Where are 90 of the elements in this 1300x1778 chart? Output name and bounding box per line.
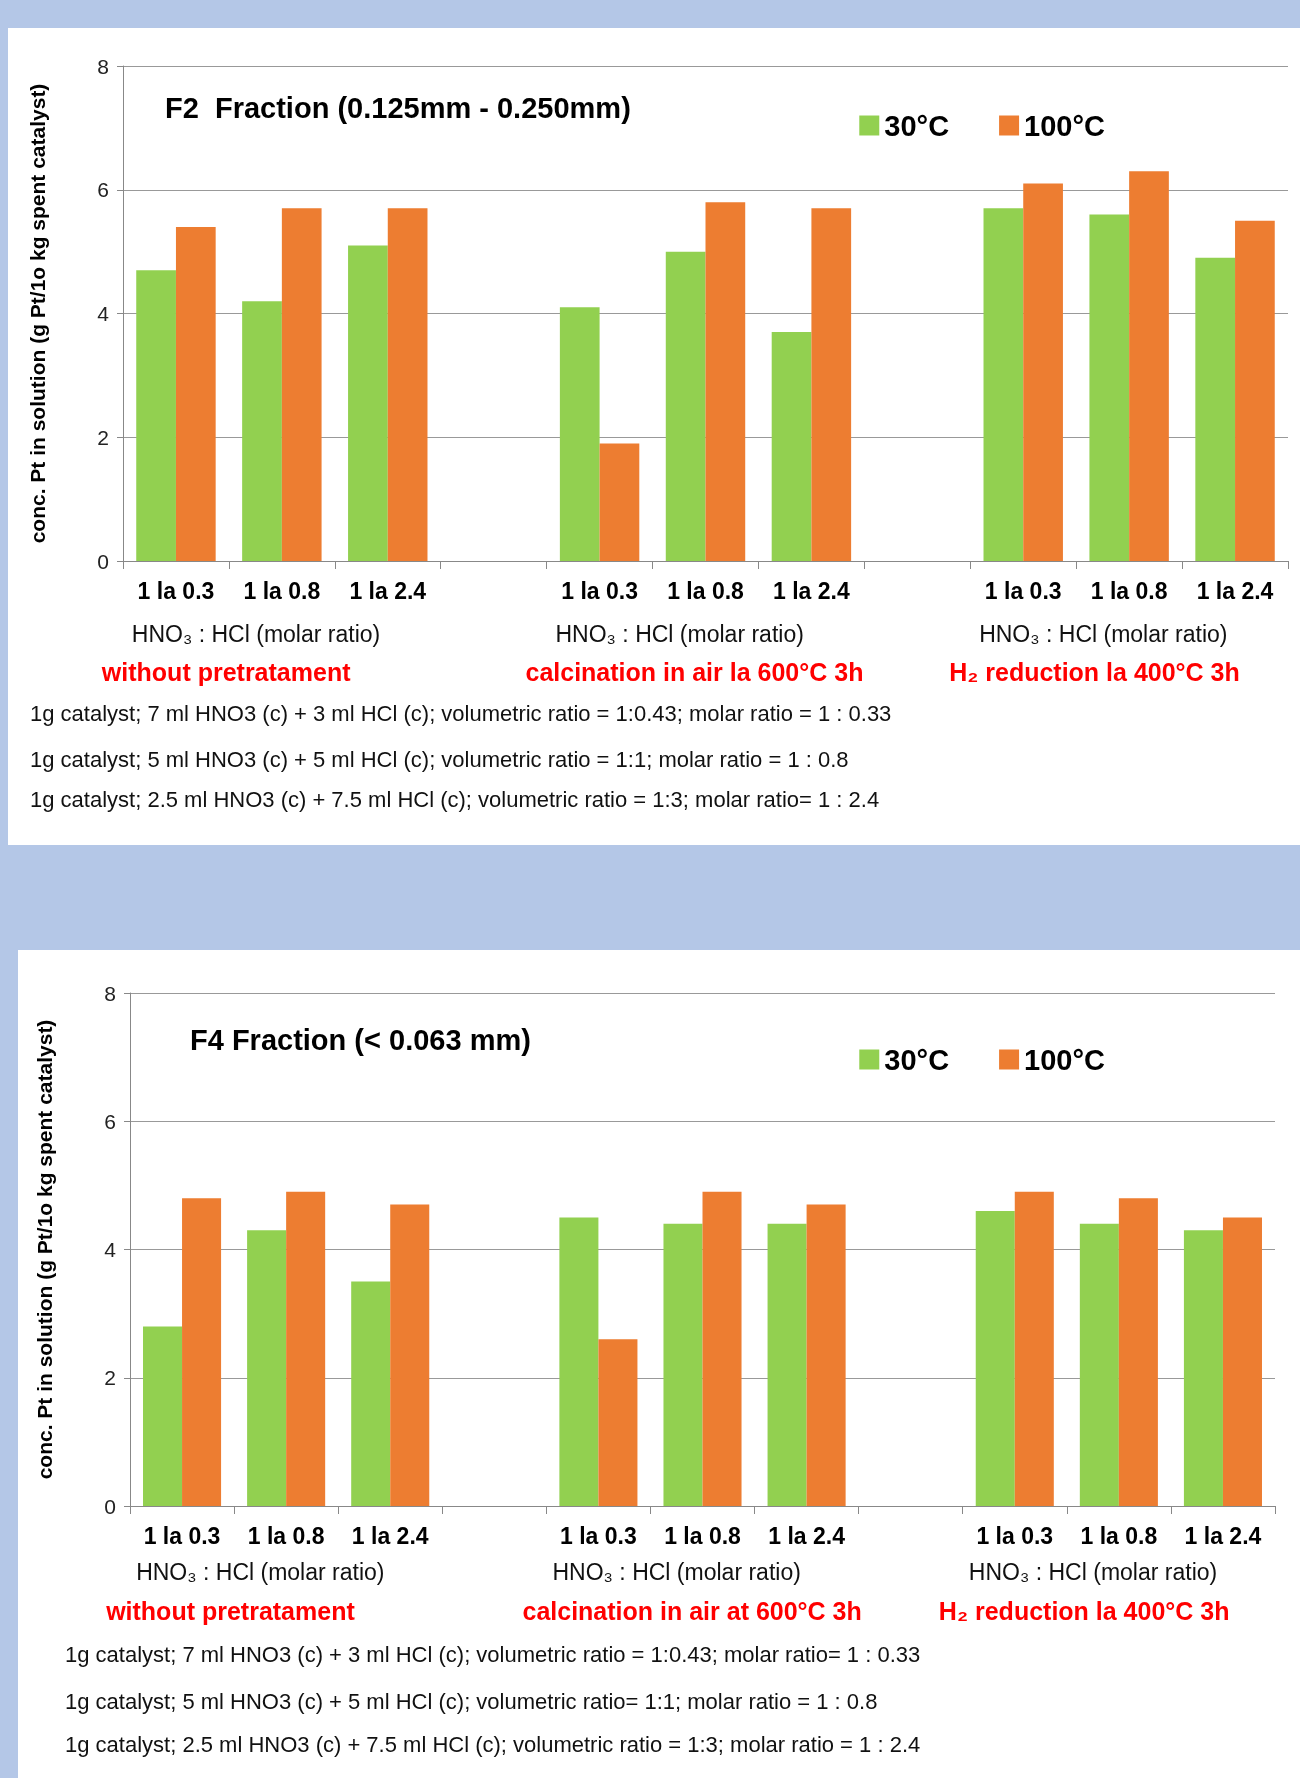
text: calcination in air at 600°C 3h (522, 1596, 862, 1625)
legend-label: 30°C (884, 1043, 950, 1076)
bar (143, 1326, 183, 1506)
bar (806, 1204, 846, 1506)
bar (559, 1217, 599, 1506)
x-tick-label: 1 la 2.4 (1196, 577, 1274, 604)
y-tick-label: 4 (97, 302, 110, 325)
bar (1079, 1223, 1119, 1506)
text: 1g catalyst; 7 ml HNO3 (c) + 3 ml HCl (c); volumetric ratio = 1:0.43; molar ratio = 1 : 0.33 (30, 700, 892, 726)
x-tick-label: 1 la 0.8 (247, 1522, 325, 1549)
bar (598, 1339, 638, 1506)
text: HNO₃ : HCl (molar ratio) (131, 620, 381, 647)
bar (983, 208, 1024, 561)
y-tick-label: 6 (104, 1109, 116, 1133)
y-tick-label: 6 (97, 178, 109, 202)
text: calcination in air la 600°C 3h (525, 657, 864, 686)
bar (705, 202, 746, 561)
y-axis-title: conc. Pt in solution (g Pt/1o kg spent catalyst) (33, 1019, 56, 1480)
bar (390, 1204, 430, 1506)
x-tick-label: 1 la 2.4 (773, 577, 850, 604)
bar (1089, 214, 1130, 561)
x-tick-label: 1 la 0.3 (137, 577, 215, 604)
legend-label: 100°C (1024, 109, 1106, 142)
bar (599, 443, 640, 561)
x-tick-label: 1 la 0.3 (984, 577, 1062, 604)
bar (767, 1223, 807, 1506)
text: HNO₃ : HCl (molar ratio) (979, 620, 1228, 647)
x-tick-label: 1 la 2.4 (351, 1522, 429, 1549)
x-tick-label: 1 la 2.4 (1184, 1522, 1262, 1549)
bar (975, 1211, 1015, 1506)
legend-label: 30°C (884, 109, 950, 142)
bar (1183, 1230, 1223, 1506)
text: 1g catalyst; 5 ml HNO3 (c) + 5 ml HCl (c); volumetric ratio= 1:1; molar ratio = 1 : 0.8 (65, 1688, 878, 1714)
y-tick-label: 0 (97, 549, 109, 573)
text: HNO₃ : HCl (molar ratio) (968, 1558, 1218, 1585)
x-tick-label: 1 la 0.3 (560, 1522, 637, 1549)
y-tick-label: 2 (97, 425, 109, 449)
text: 1g catalyst; 5 ml HNO3 (c) + 5 ml HCl (c); volumetric ratio = 1:1; molar ratio = 1 : 0.8 (30, 746, 849, 772)
text: F2 Fraction (0.125mm - 0.250mm) (165, 91, 631, 124)
x-tick-label: 1 la 2.4 (349, 577, 427, 604)
x-tick-label: 1 la 0.3 (143, 1522, 221, 1549)
bar (1195, 257, 1236, 561)
bar (1129, 171, 1169, 561)
bar (702, 1191, 742, 1506)
legend-label: 100°C (1024, 1043, 1106, 1076)
bar (559, 307, 600, 561)
x-tick-label: 1 la 0.8 (664, 1522, 742, 1549)
bar (136, 270, 176, 561)
bar (175, 226, 216, 561)
x-tick-label: 1 la 0.8 (667, 577, 745, 604)
bar (247, 1230, 287, 1506)
x-tick-label: 1 la 0.8 (1090, 577, 1168, 604)
text: H₂ reduction la 400°C 3h (949, 657, 1240, 686)
bar (771, 332, 812, 561)
text: H₂ reduction la 400°C 3h (938, 1596, 1230, 1625)
text: HNO₃ : HCl (molar ratio) (136, 1558, 385, 1585)
text: 1g catalyst; 2.5 ml HNO3 (c) + 7.5 ml HCl (c); volumetric ratio = 1:3; molar ratio = 1 : 2.4 (65, 1731, 921, 1757)
x-tick-label: 1 la 0.3 (561, 577, 638, 604)
y-tick-label: 8 (104, 981, 116, 1005)
x-tick-label: 1 la 0.8 (243, 577, 321, 604)
text: without pretratament (100, 657, 352, 686)
bar (281, 208, 322, 561)
bar (1014, 1191, 1054, 1506)
bar (182, 1198, 222, 1506)
bar (811, 208, 852, 561)
text: 1g catalyst; 7 ml HNO3 (c) + 3 ml HCl (c); volumetric ratio = 1:0.43; molar ratio= 1 : 0.33 (65, 1641, 921, 1667)
bar (663, 1223, 703, 1506)
x-tick-label: 1 la 0.8 (1080, 1522, 1158, 1549)
bar (351, 1281, 391, 1506)
bar (1023, 183, 1063, 561)
bar (387, 208, 428, 561)
y-tick-label: 2 (104, 1366, 116, 1390)
bar (242, 301, 282, 561)
y-tick-label: 4 (104, 1238, 117, 1261)
y-tick-label: 8 (97, 54, 109, 78)
text: HNO₃ : HCl (molar ratio) (555, 620, 804, 647)
text: F4 Fraction (< 0.063 mm) (190, 1023, 531, 1056)
bar (1235, 220, 1275, 561)
bar (665, 251, 706, 561)
y-tick-label: 0 (104, 1494, 116, 1518)
x-tick-label: 1 la 0.3 (976, 1522, 1054, 1549)
text: HNO₃ : HCl (molar ratio) (552, 1558, 801, 1585)
text: 1g catalyst; 2.5 ml HNO3 (c) + 7.5 ml HCl (c); volumetric ratio = 1:3; molar ratio= 1 : 2.4 (30, 786, 880, 812)
y-axis-title: conc. Pt in solution (g Pt/1o kg spent catalyst) (26, 83, 49, 544)
bar (286, 1191, 326, 1506)
bar (1222, 1217, 1262, 1506)
x-tick-label: 1 la 2.4 (768, 1522, 846, 1549)
bar (1118, 1198, 1158, 1506)
text: without pretratament (105, 1596, 356, 1625)
bar (348, 245, 388, 561)
